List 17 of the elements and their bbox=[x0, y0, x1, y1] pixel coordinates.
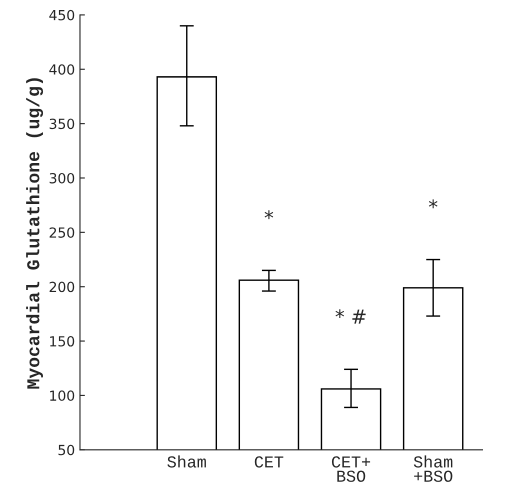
x-tick-label: Sham +BSO bbox=[414, 455, 452, 482]
annotation: * # bbox=[336, 309, 366, 324]
y-axis-title: Myocardial Glutathione (ug/g) bbox=[26, 78, 44, 389]
annotation: * bbox=[428, 199, 438, 208]
y-tick-label: 450 bbox=[49, 10, 74, 20]
y-tick-label: 50 bbox=[58, 444, 74, 456]
y-tick-label: 150 bbox=[50, 336, 74, 347]
x-tick-label: CET+ BSO bbox=[332, 456, 370, 482]
y-tick-label: 300 bbox=[50, 172, 74, 184]
y-tick-label: 400 bbox=[49, 64, 74, 75]
y-tick-label: 200 bbox=[50, 282, 74, 292]
x-tick-label: CET bbox=[254, 456, 284, 468]
annotation: * bbox=[264, 210, 274, 220]
y-tick-label: 350 bbox=[50, 118, 74, 130]
x-tick-label: Sham bbox=[167, 455, 206, 468]
y-tick-label: 250 bbox=[50, 227, 74, 238]
y-tick-label: 100 bbox=[50, 390, 74, 401]
